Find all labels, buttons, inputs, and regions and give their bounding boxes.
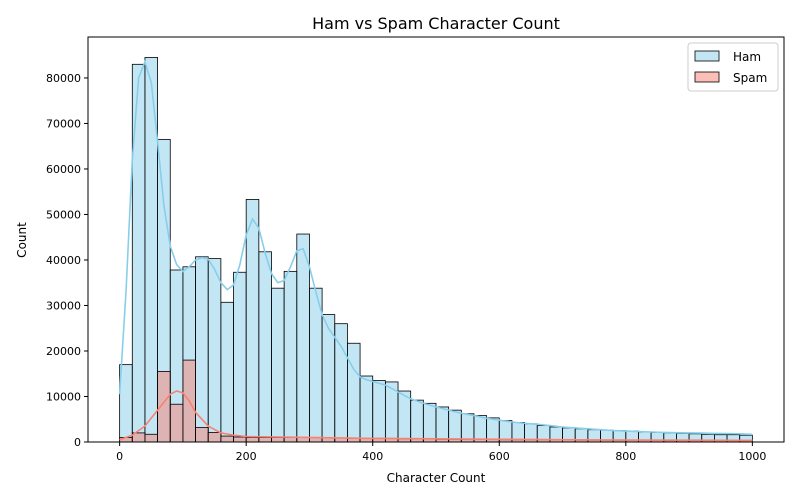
spam-bar — [271, 437, 285, 443]
ham-bar — [296, 233, 310, 443]
y-axis: 0 10000 20000 30000 40000 50000 60000 70000 8000… — [46, 72, 88, 449]
plot-frame — [87, 36, 785, 443]
ham-bar — [131, 63, 146, 443]
y-axis-label: Count — [15, 222, 29, 258]
ham-bar — [220, 301, 234, 443]
ham-bar — [309, 287, 323, 443]
ham-bar — [347, 342, 361, 443]
y-tick-label: 10000 — [46, 390, 81, 403]
ham-bar — [359, 375, 374, 443]
ham-bar — [334, 323, 348, 443]
spam-bar — [220, 435, 234, 443]
y-tick-label: 30000 — [46, 299, 81, 312]
ham-bar — [486, 417, 500, 443]
ham-bar — [410, 399, 424, 443]
legend: Ham Spam — [687, 42, 779, 92]
y-tick-label: 80000 — [46, 72, 81, 85]
spam-kde-line — [119, 390, 753, 442]
y-tick-label: 70000 — [46, 117, 81, 130]
y-tick-label: 20000 — [46, 345, 81, 358]
ham-bar — [271, 287, 285, 443]
x-tick-label: 200 — [236, 450, 257, 463]
ham-bar — [372, 380, 386, 443]
x-axis: 0 200 400 600 800 1000 — [116, 442, 766, 463]
spam-bar — [144, 433, 158, 443]
ham-bar — [397, 390, 412, 443]
spam-bar — [258, 437, 272, 443]
ham-bar — [258, 251, 272, 443]
y-tick-label: 60000 — [46, 163, 81, 176]
spam-bar — [283, 437, 298, 443]
kde-lines — [118, 59, 753, 442]
x-tick-label: 400 — [362, 450, 383, 463]
ham-bar — [144, 57, 158, 443]
ham-bar — [435, 406, 450, 443]
ham-bars — [119, 57, 753, 443]
spam-bar — [169, 403, 184, 443]
spam-bar — [207, 432, 222, 443]
x-tick-label: 800 — [615, 450, 636, 463]
ham-bar — [119, 364, 133, 443]
y-tick-label: 50000 — [46, 208, 81, 221]
y-tick-label: 40000 — [46, 254, 81, 267]
x-tick-label: 1000 — [738, 450, 766, 463]
x-tick-label: 0 — [116, 450, 123, 463]
legend-label-spam: Spam — [733, 71, 767, 85]
ham-bar — [283, 270, 298, 443]
ham-kde-line — [118, 59, 753, 436]
legend-swatch-ham — [694, 50, 720, 62]
spam-bar — [195, 427, 209, 443]
ham-bar — [460, 413, 475, 443]
ham-bar — [473, 415, 488, 443]
y-tick-label: 0 — [74, 436, 81, 449]
spam-bar — [245, 437, 260, 443]
spam-bar — [233, 436, 247, 443]
ham-bar — [207, 258, 222, 443]
x-axis-label: Character Count — [387, 471, 486, 485]
legend-swatch-spam — [694, 71, 720, 83]
ham-bar — [422, 402, 437, 443]
legend-label-ham: Ham — [733, 50, 761, 64]
chart-title: Ham vs Spam Character Count — [312, 14, 560, 33]
ham-bar — [233, 271, 247, 443]
ham-bar — [245, 199, 260, 443]
ham-bar — [448, 409, 462, 443]
x-tick-label: 600 — [489, 450, 510, 463]
